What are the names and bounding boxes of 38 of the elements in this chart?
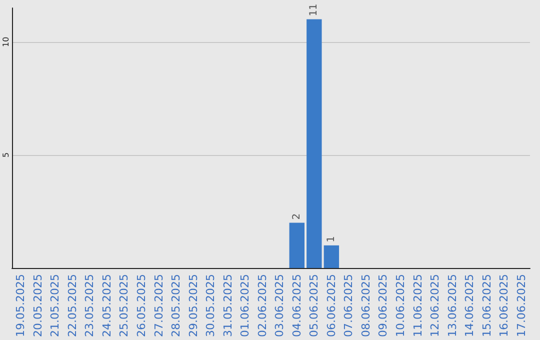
bar: [324, 245, 340, 268]
x-tick-label: 14.06.2025: [463, 274, 476, 338]
data-label: 2: [291, 213, 302, 220]
x-tick-label: 12.06.2025: [428, 274, 442, 338]
x-tick-label: 04.06.2025: [290, 274, 304, 338]
x-tick-label: 24.05.2025: [100, 274, 114, 338]
x-tick-label: 21.05.2025: [48, 274, 62, 338]
x-tick-label: 01.06.2025: [238, 274, 252, 338]
x-tick-label: 07.06.2025: [342, 274, 356, 338]
x-tick-label: 03.06.2025: [273, 274, 286, 338]
bar: [306, 19, 322, 268]
x-tick-label: 02.06.2025: [256, 274, 269, 338]
x-tick-label: 25.05.2025: [118, 274, 131, 338]
data-label: 11: [308, 4, 320, 16]
x-tick-label: 10.06.2025: [394, 274, 407, 338]
x-tick-label: 09.06.2025: [376, 274, 390, 338]
data-label: 1: [326, 236, 337, 242]
x-tick-label: 17.06.2025: [514, 274, 528, 338]
x-tick-label: 16.06.2025: [498, 274, 511, 338]
x-tick-label: 29.05.2025: [186, 274, 200, 338]
x-tick-label: 31.05.2025: [221, 274, 234, 338]
y-tick-label: 10: [2, 36, 10, 48]
x-tick-label: 08.06.2025: [359, 274, 372, 338]
x-tick-label: 28.05.2025: [170, 274, 183, 338]
y-tick-label: 5: [2, 152, 10, 158]
x-tick-label: 27.05.2025: [152, 274, 166, 338]
x-tick-label: 23.05.2025: [83, 274, 96, 338]
x-tick-label: 22.05.2025: [66, 274, 79, 338]
x-tick-label: 06.06.2025: [324, 274, 338, 338]
x-tick-label: 13.06.2025: [446, 274, 459, 338]
x-tick-label: 11.06.2025: [411, 274, 424, 338]
x-tick-label: 19.05.2025: [14, 274, 28, 338]
x-tick-label: 20.05.2025: [31, 274, 44, 338]
x-tick-label: 05.06.2025: [308, 274, 321, 338]
x-tick-label: 26.05.2025: [135, 274, 148, 338]
bar: [289, 222, 304, 268]
x-tick-label: 15.06.2025: [480, 274, 494, 338]
x-tick-label: 30.05.2025: [204, 274, 218, 338]
